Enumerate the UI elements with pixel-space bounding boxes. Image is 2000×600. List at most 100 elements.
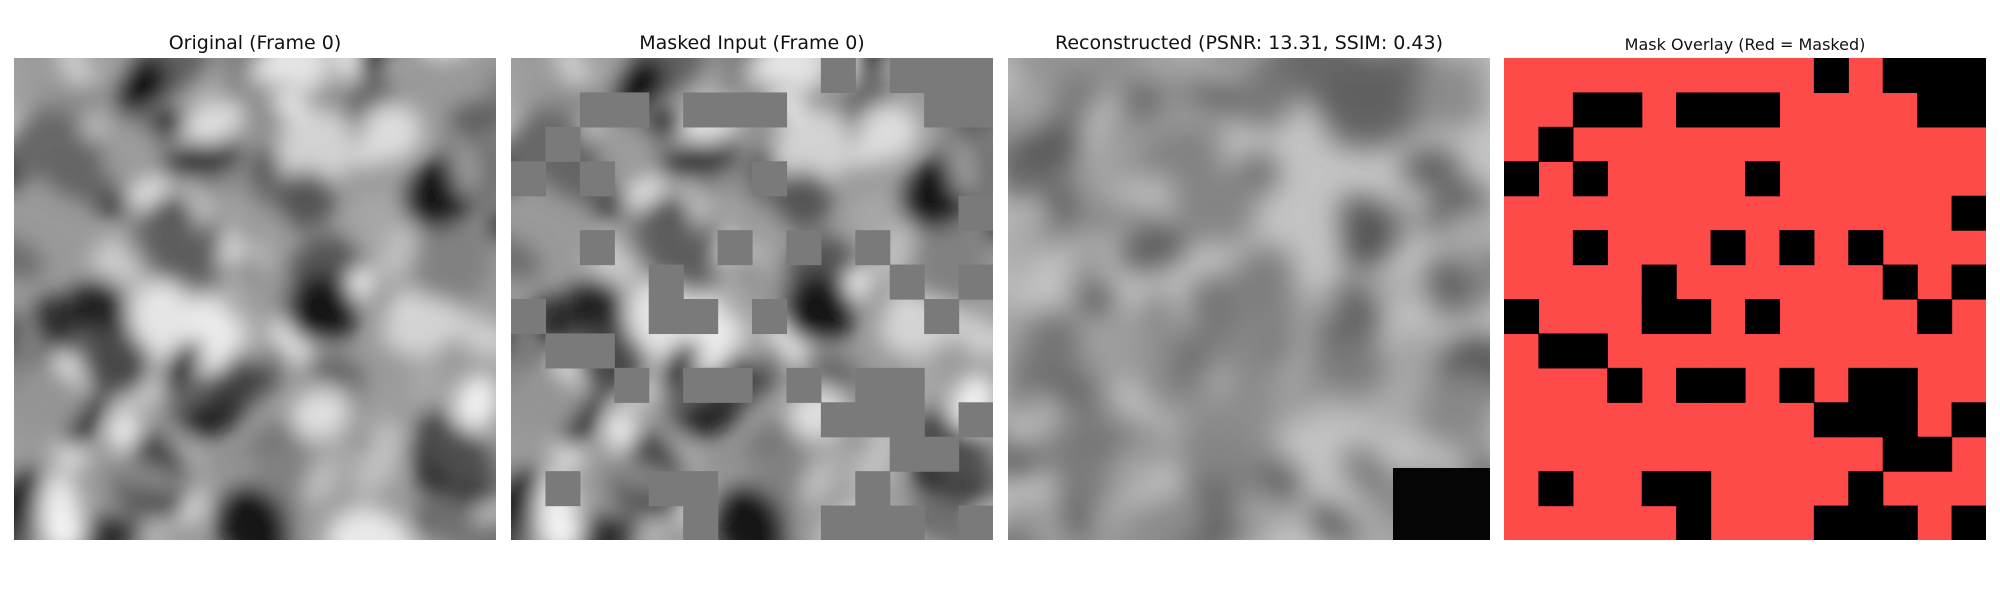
mask-overlay-title: Mask Overlay (Red = Masked): [1624, 35, 1866, 54]
unmasked-cell: [1779, 367, 1815, 403]
masked-patch: [820, 402, 856, 438]
masked-patch: [752, 299, 788, 335]
masked-patch: [855, 230, 891, 266]
masked-patch: [545, 126, 581, 162]
masked-patch: [511, 299, 547, 335]
masked-patch: [958, 58, 993, 94]
masked-patch: [855, 471, 891, 507]
unmasked-cell: [1710, 367, 1746, 403]
unmasked-cell: [1882, 264, 1918, 300]
masked-patch: [648, 299, 684, 335]
unmasked-cell: [1917, 92, 1953, 128]
unmasked-cell: [1538, 333, 1574, 369]
unmasked-cell: [1882, 367, 1918, 403]
mask-overlay-panel: Mask Overlay (Red = Masked): [1504, 0, 1986, 600]
masked-patch: [820, 58, 856, 94]
unmasked-cell: [1848, 471, 1884, 507]
unmasked-cell: [1710, 230, 1746, 266]
unmasked-cell: [1848, 505, 1884, 540]
masked-input-title: Masked Input (Frame 0): [639, 32, 865, 54]
unmasked-cell: [1951, 402, 1986, 438]
reconstructed-image: [1008, 58, 1490, 540]
original-panel: Original (Frame 0): [14, 0, 496, 600]
masked-patch: [579, 161, 615, 197]
masked-patch: [958, 505, 993, 540]
masked-patch: [752, 161, 788, 197]
masked-patch: [958, 195, 993, 231]
masked-patch: [855, 367, 891, 403]
masked-patch: [579, 92, 615, 128]
masked-patch: [511, 161, 547, 197]
original-image: [14, 58, 496, 540]
unmasked-cell: [1951, 92, 1986, 128]
masked-patch: [717, 230, 753, 266]
unmasked-cell: [1951, 195, 1986, 231]
unmasked-cell: [1641, 471, 1677, 507]
unmasked-cell: [1882, 436, 1918, 472]
unmasked-cell: [1745, 161, 1781, 197]
masked-patch: [958, 92, 993, 128]
masked-patch: [717, 92, 753, 128]
masked-patch: [579, 230, 615, 266]
masked-patch: [786, 230, 822, 266]
unmasked-cell: [1917, 436, 1953, 472]
masked-patch: [683, 367, 719, 403]
masked-patch: [683, 92, 719, 128]
masked-patch: [889, 505, 925, 540]
unmasked-cell: [1572, 230, 1608, 266]
unmasked-cell: [1813, 58, 1849, 94]
masked-patch: [958, 264, 993, 300]
unmasked-cell: [1710, 92, 1746, 128]
masked-patch: [958, 402, 993, 438]
unmasked-cell: [1504, 161, 1540, 197]
unmasked-cell: [1848, 402, 1884, 438]
masked-patch: [752, 92, 788, 128]
unmasked-cell: [1951, 505, 1986, 540]
masked-patch: [545, 471, 581, 507]
unmasked-cell: [1641, 299, 1677, 335]
unmasked-cell: [1917, 299, 1953, 335]
masked-patch: [683, 471, 719, 507]
unmasked-cell: [1848, 230, 1884, 266]
masked-input-image: [511, 58, 993, 540]
masked-patch: [889, 264, 925, 300]
unmasked-cell: [1572, 92, 1608, 128]
unmasked-cell: [1676, 471, 1712, 507]
unmasked-cell: [1882, 402, 1918, 438]
reconstructed-title: Reconstructed (PSNR: 13.31, SSIM: 0.43): [1055, 32, 1443, 54]
original-title: Original (Frame 0): [168, 32, 342, 54]
unmasked-cell: [1951, 58, 1986, 94]
unmasked-cell: [1641, 264, 1677, 300]
unmasked-cell: [1745, 92, 1781, 128]
masked-patch: [889, 402, 925, 438]
masked-input-panel: Masked Input (Frame 0): [511, 0, 993, 600]
masked-patch: [924, 92, 960, 128]
mask-overlay-image: [1504, 58, 1986, 540]
masked-patch: [924, 436, 960, 472]
unmasked-cell: [1882, 58, 1918, 94]
masked-patch: [545, 333, 581, 369]
unmasked-cell: [1813, 402, 1849, 438]
unmasked-cell: [1676, 505, 1712, 540]
unmasked-cell: [1779, 230, 1815, 266]
masked-patch: [924, 58, 960, 94]
masked-patch: [614, 92, 650, 128]
masked-patch: [889, 367, 925, 403]
unmasked-cell: [1538, 471, 1574, 507]
masked-patch: [855, 402, 891, 438]
unmasked-cell: [1676, 299, 1712, 335]
unmasked-cell: [1813, 505, 1849, 540]
masked-patch: [820, 505, 856, 540]
unmasked-cell: [1572, 161, 1608, 197]
unmasked-cell: [1607, 367, 1643, 403]
unmasked-cell: [1917, 58, 1953, 94]
reconstructed-dark-patch: [1393, 468, 1490, 540]
masked-patch: [683, 505, 719, 540]
unmasked-cell: [1882, 505, 1918, 540]
masked-patch: [889, 58, 925, 94]
masked-patch: [924, 299, 960, 335]
reconstructed-panel: Reconstructed (PSNR: 13.31, SSIM: 0.43): [1008, 0, 1490, 600]
unmasked-cell: [1538, 126, 1574, 162]
masked-patch: [683, 299, 719, 335]
unmasked-cell: [1848, 367, 1884, 403]
